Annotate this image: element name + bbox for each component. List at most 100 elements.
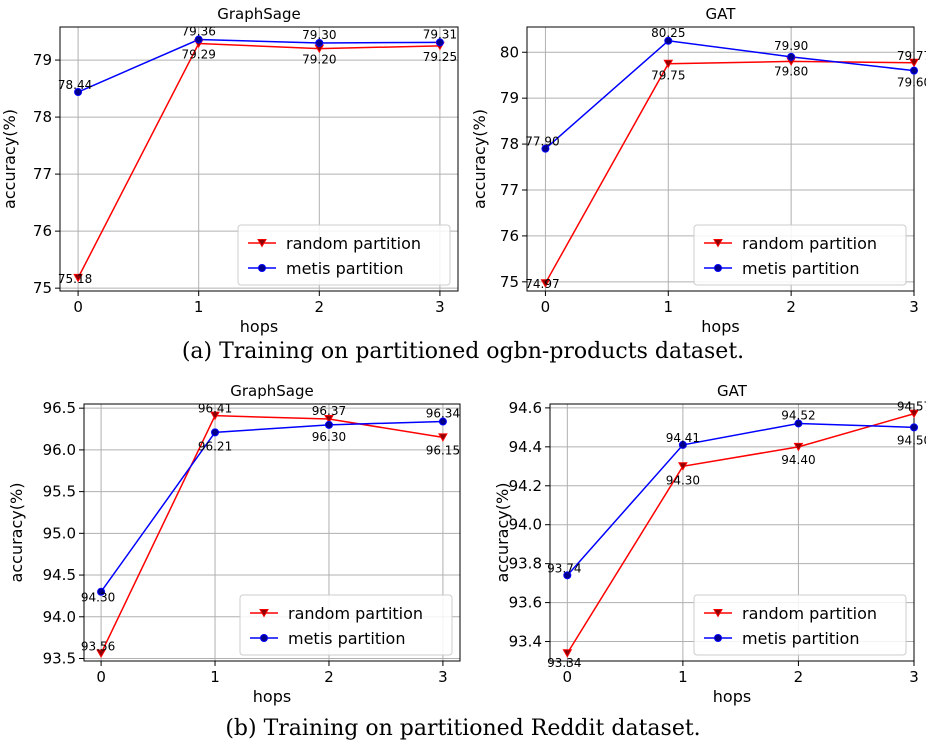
series-line-metis xyxy=(566,422,915,576)
y-tick-label: 78 xyxy=(500,135,519,153)
legend-box xyxy=(239,594,453,656)
data-point-random xyxy=(678,462,688,471)
data-point-metis xyxy=(678,440,687,449)
y-tick-label: 96.5 xyxy=(43,399,76,417)
y-tick-label: 94.0 xyxy=(43,608,76,626)
x-tick-label: 0 xyxy=(73,298,83,316)
data-point-random xyxy=(96,649,106,658)
y-tick-label: 94.2 xyxy=(509,477,542,495)
y-tick-label: 94.0 xyxy=(509,516,542,534)
y-tick-label: 94.6 xyxy=(509,399,542,417)
legend-label: random partition xyxy=(742,604,877,623)
data-label: 94.30 xyxy=(81,591,115,605)
legend: random partition metis partition xyxy=(693,224,907,286)
y-tick-label: 75 xyxy=(500,273,519,291)
data-label: 79.30 xyxy=(302,28,336,42)
series-line-random xyxy=(77,42,440,279)
y-axis-label: accuracy(%) xyxy=(470,109,489,209)
data-point-random xyxy=(73,273,83,283)
data-label: 79.77 xyxy=(897,49,926,63)
y-axis-label: accuracy(%) xyxy=(0,109,19,209)
x-tick-label: 0 xyxy=(541,298,551,316)
data-point-metis xyxy=(211,428,220,437)
legend-label: random partition xyxy=(286,234,421,253)
data-point-metis xyxy=(794,419,803,428)
chart-panel-1: 0 1 2 3 75 76 77 78 79 GraphSage hops accuracy(%) 75… xyxy=(0,5,459,336)
data-label: 79.90 xyxy=(774,39,808,53)
data-point-metis xyxy=(194,35,203,44)
data-point-random xyxy=(324,415,334,424)
legend: random partition metis partition xyxy=(237,224,451,286)
x-tick-label: 0 xyxy=(96,668,106,686)
x-tick-label: 3 xyxy=(435,298,445,316)
series-line-metis xyxy=(100,420,443,593)
x-tick-label: 0 xyxy=(563,668,573,686)
y-tick-label: 94.4 xyxy=(509,438,542,456)
chart-title: GAT xyxy=(706,5,737,23)
data-label: 96.15 xyxy=(426,443,460,457)
data-point-metis xyxy=(664,36,673,45)
data-label: 93.56 xyxy=(81,639,115,653)
data-label: 96.30 xyxy=(312,430,346,444)
data-point-metis xyxy=(563,571,572,580)
y-tick-label: 77 xyxy=(500,181,519,199)
caption-a: (a) Training on partitioned ogbn-product… xyxy=(181,339,745,364)
legend: random partition metis partition xyxy=(693,594,907,656)
x-tick-label: 1 xyxy=(210,668,220,686)
data-point-random xyxy=(909,58,919,68)
data-point-metis xyxy=(910,66,918,75)
data-point-metis xyxy=(324,420,333,429)
data-label: 93.74 xyxy=(547,561,581,575)
data-point-metis xyxy=(438,417,447,426)
series-line-random xyxy=(100,414,444,654)
data-point-metis xyxy=(910,423,918,432)
legend-label: metis partition xyxy=(286,259,403,278)
chart-panel-3: 0 1 2 3 93.5 94.0 94.5 95.0 95.5 96.0 96.5 GraphSag… xyxy=(7,382,461,706)
x-axis-label: hops xyxy=(701,317,739,336)
y-tick-label: 75 xyxy=(33,279,52,297)
y-axis-label: accuracy(%) xyxy=(7,483,26,583)
data-label: 77.90 xyxy=(525,135,559,149)
legend-label: metis partition xyxy=(288,629,405,648)
data-label: 79.80 xyxy=(774,64,808,78)
data-point-metis xyxy=(541,144,550,153)
legend-marker-metis xyxy=(260,634,268,642)
data-point-metis xyxy=(787,52,796,61)
legend-label: random partition xyxy=(742,234,877,253)
y-tick-label: 77 xyxy=(33,165,52,183)
data-label: 96.34 xyxy=(426,407,460,421)
y-tick-label: 76 xyxy=(33,222,52,240)
series-line-metis xyxy=(77,38,440,93)
y-tick-label: 93.5 xyxy=(43,649,76,667)
y-tick-label: 79 xyxy=(33,51,52,69)
y-tick-label: 96.0 xyxy=(43,441,76,459)
y-tick-label: 95.5 xyxy=(43,483,76,501)
chart-title: GAT xyxy=(717,382,748,400)
data-point-random xyxy=(663,59,674,69)
data-point-random xyxy=(438,433,448,442)
data-label: 94.50 xyxy=(897,433,926,447)
x-tick-label: 2 xyxy=(324,668,334,686)
chart-panel-2: 0 1 2 3 75 76 77 78 79 80 GAT hops accuracy(%) 74.97 7… xyxy=(470,5,926,336)
legend-marker-metis xyxy=(258,264,266,272)
legend-marker-random xyxy=(257,239,267,248)
chart-panel-4: 0 1 2 3 93.4 93.6 93.8 94.0 94.2 94.4 94.6 GAT hops a… xyxy=(493,382,926,706)
data-point-random xyxy=(793,442,804,452)
y-tick-label: 79 xyxy=(500,89,519,107)
legend-label: metis partition xyxy=(742,259,859,278)
series-line-metis xyxy=(544,39,915,150)
data-label: 79.36 xyxy=(182,25,216,39)
y-tick-label: 95.0 xyxy=(43,524,76,542)
x-tick-label: 3 xyxy=(438,668,448,686)
legend-marker-random xyxy=(713,239,723,248)
y-tick-label: 80 xyxy=(500,43,519,61)
chart-title: GraphSage xyxy=(230,382,313,400)
data-label: 79.20 xyxy=(302,53,336,67)
y-tick-label: 94.5 xyxy=(43,566,76,584)
data-point-metis xyxy=(435,38,444,47)
legend-label: random partition xyxy=(288,604,423,623)
y-tick-label: 76 xyxy=(500,227,519,245)
data-label: 94.52 xyxy=(781,408,815,422)
data-label: 79.75 xyxy=(651,69,685,83)
